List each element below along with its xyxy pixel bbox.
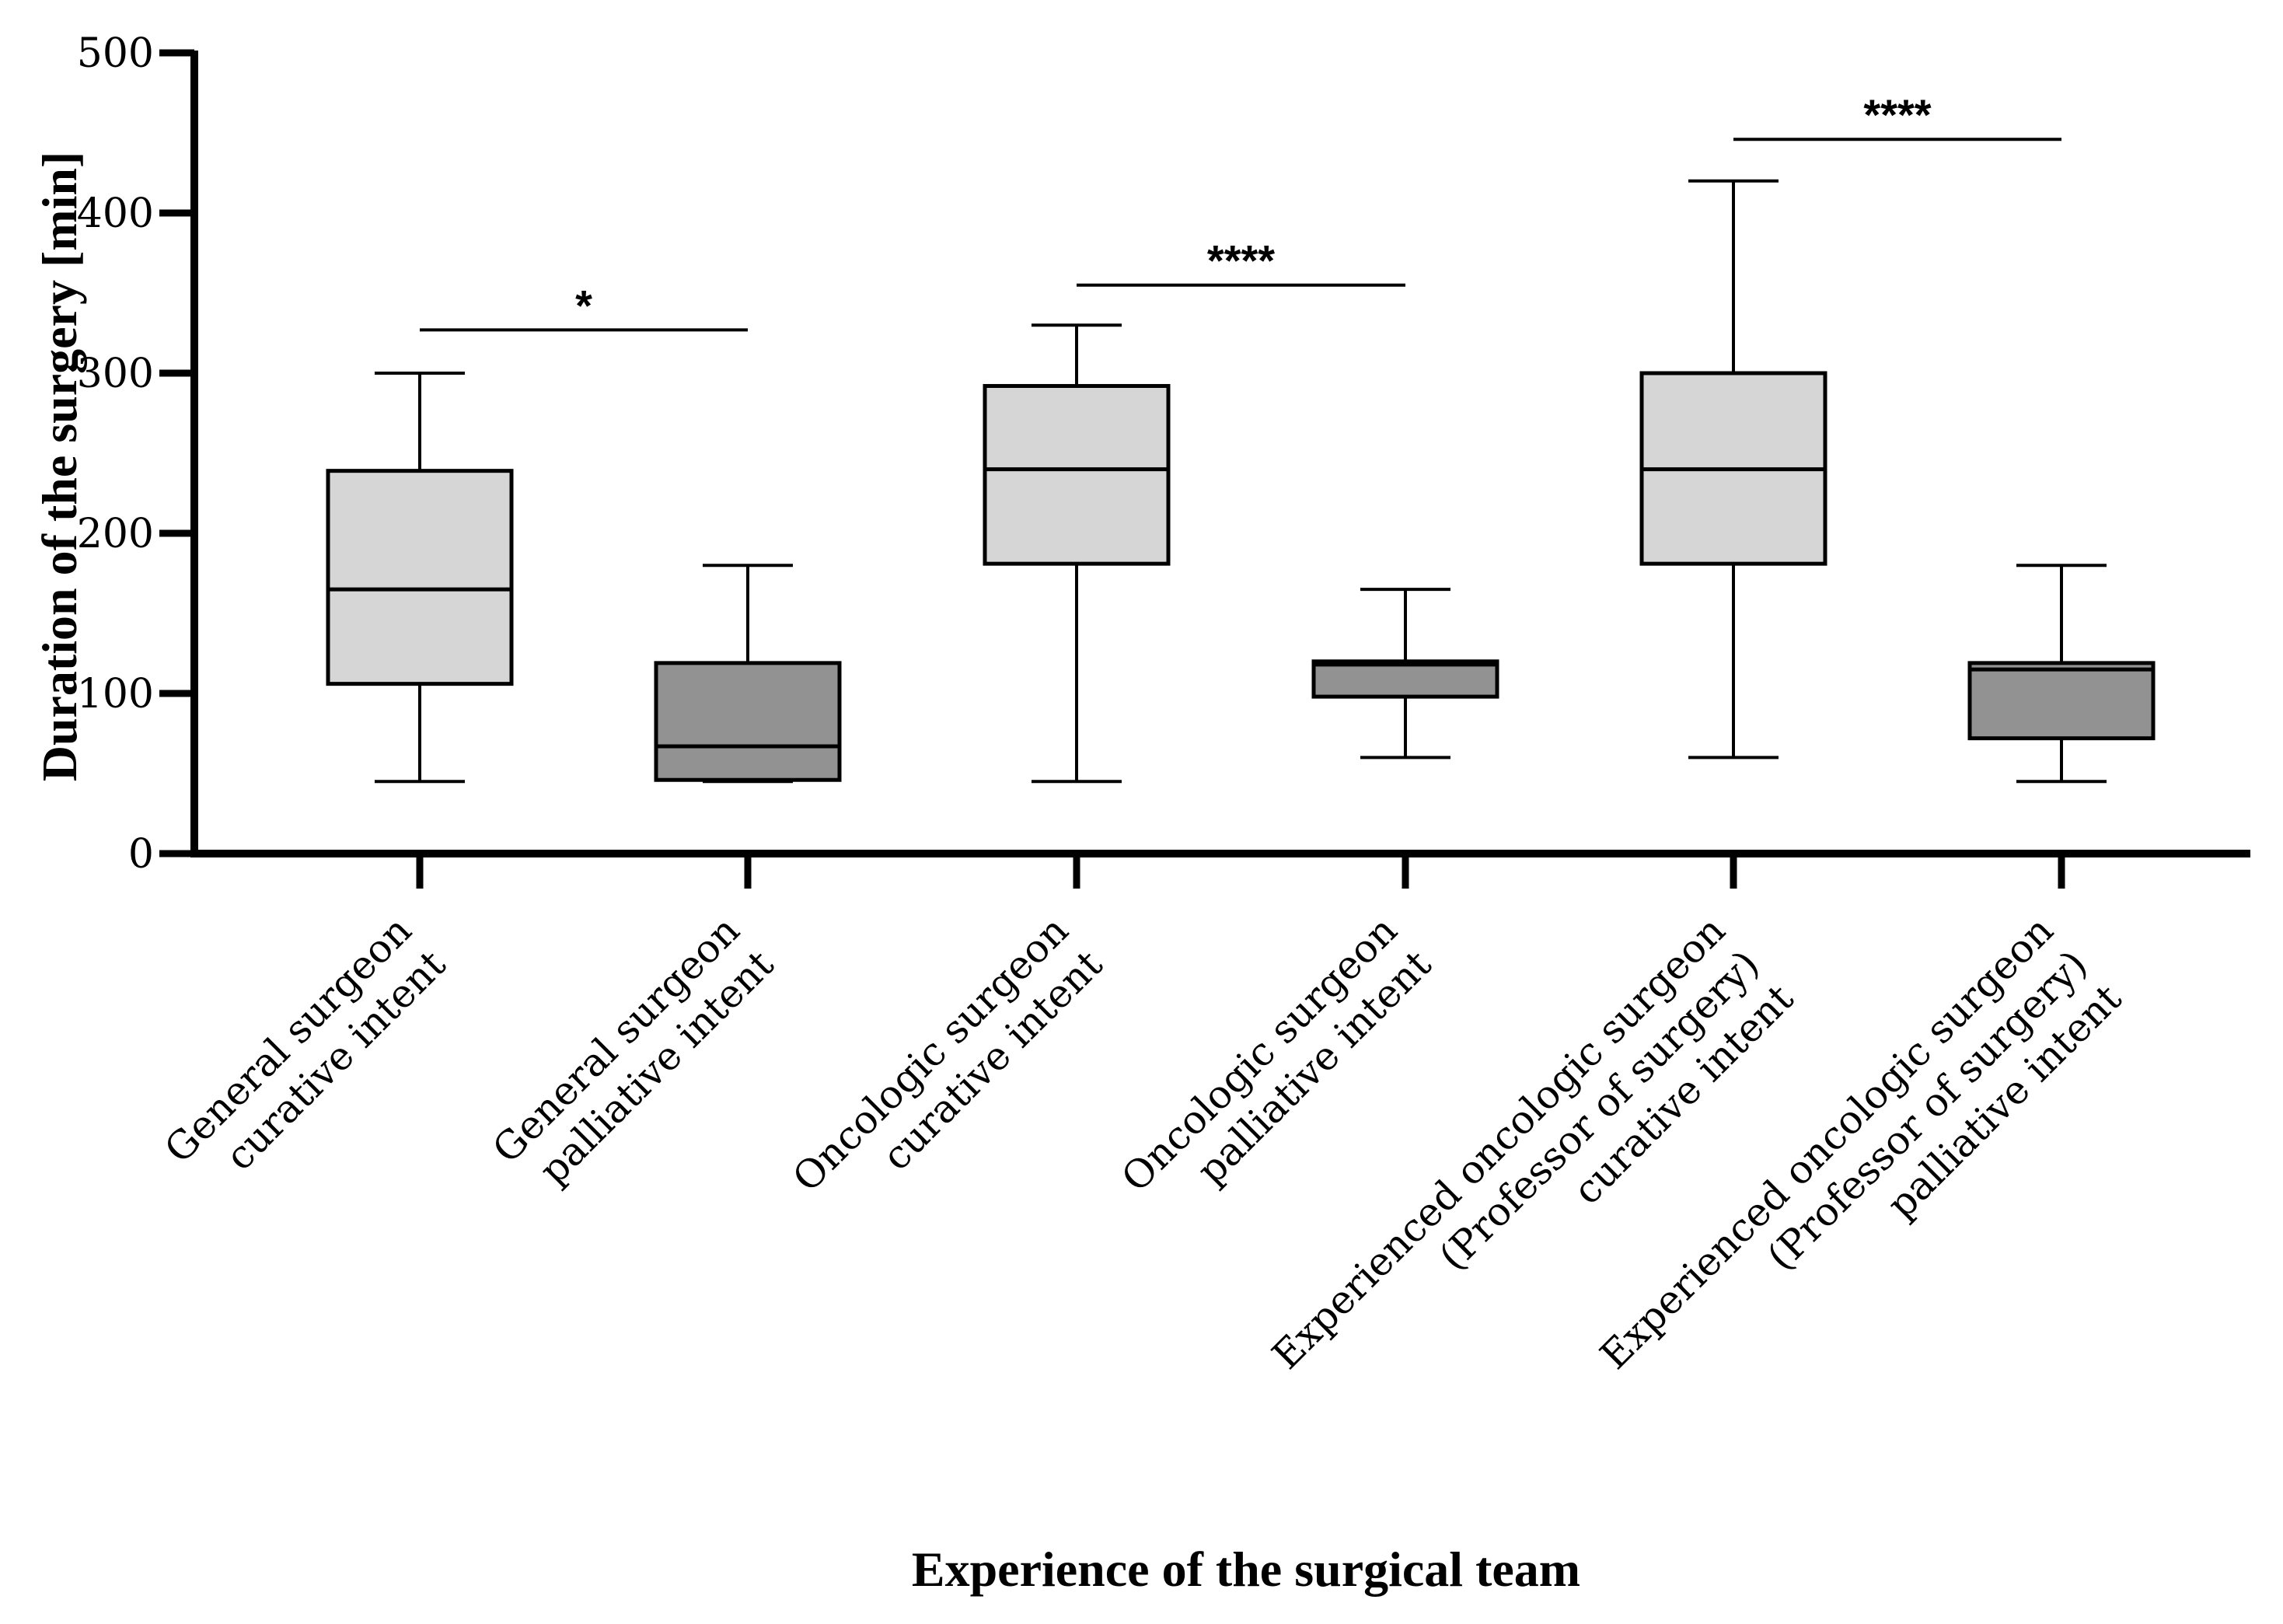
category-label-1: General surgeoncurative intent	[156, 907, 455, 1206]
category-label-2: General surgeonpalliative intent	[484, 907, 783, 1206]
box-3	[983, 383, 1171, 566]
y-tick-label-200: 200	[77, 511, 154, 557]
x-axis-title: Experience of the surgical team	[912, 1542, 1580, 1597]
y-tick-label-0: 0	[128, 831, 154, 878]
y-tick-label-300: 300	[77, 351, 154, 397]
plot-area: 0 100 200 300 400 500 General surgeoncurative …	[77, 30, 2250, 1378]
significance-label-3: ****	[1863, 90, 1931, 139]
y-axis-title: Duration of the surgery [min]	[32, 152, 87, 782]
y-tick-label-400: 400	[77, 190, 154, 237]
category-label-4-line-1: Oncologic surgeon	[1113, 907, 1406, 1200]
category-label-3-line-1: Oncologic surgeon	[784, 907, 1077, 1200]
significance-label-1: *	[575, 281, 592, 330]
y-tick-label-100: 100	[77, 671, 154, 718]
category-label-4: Oncologic surgeonpalliative intent	[1113, 907, 1440, 1235]
significance-label-2: ****	[1207, 236, 1275, 285]
y-tick-label-500: 500	[77, 30, 154, 77]
box-4	[1311, 659, 1499, 699]
box-2	[654, 661, 842, 782]
category-label-6-line-2: (Professor of surgery)	[1758, 941, 2096, 1279]
box-6	[1967, 661, 2156, 741]
box-1	[326, 469, 514, 686]
category-label-3: Oncologic surgeoncurative intent	[784, 907, 1112, 1235]
